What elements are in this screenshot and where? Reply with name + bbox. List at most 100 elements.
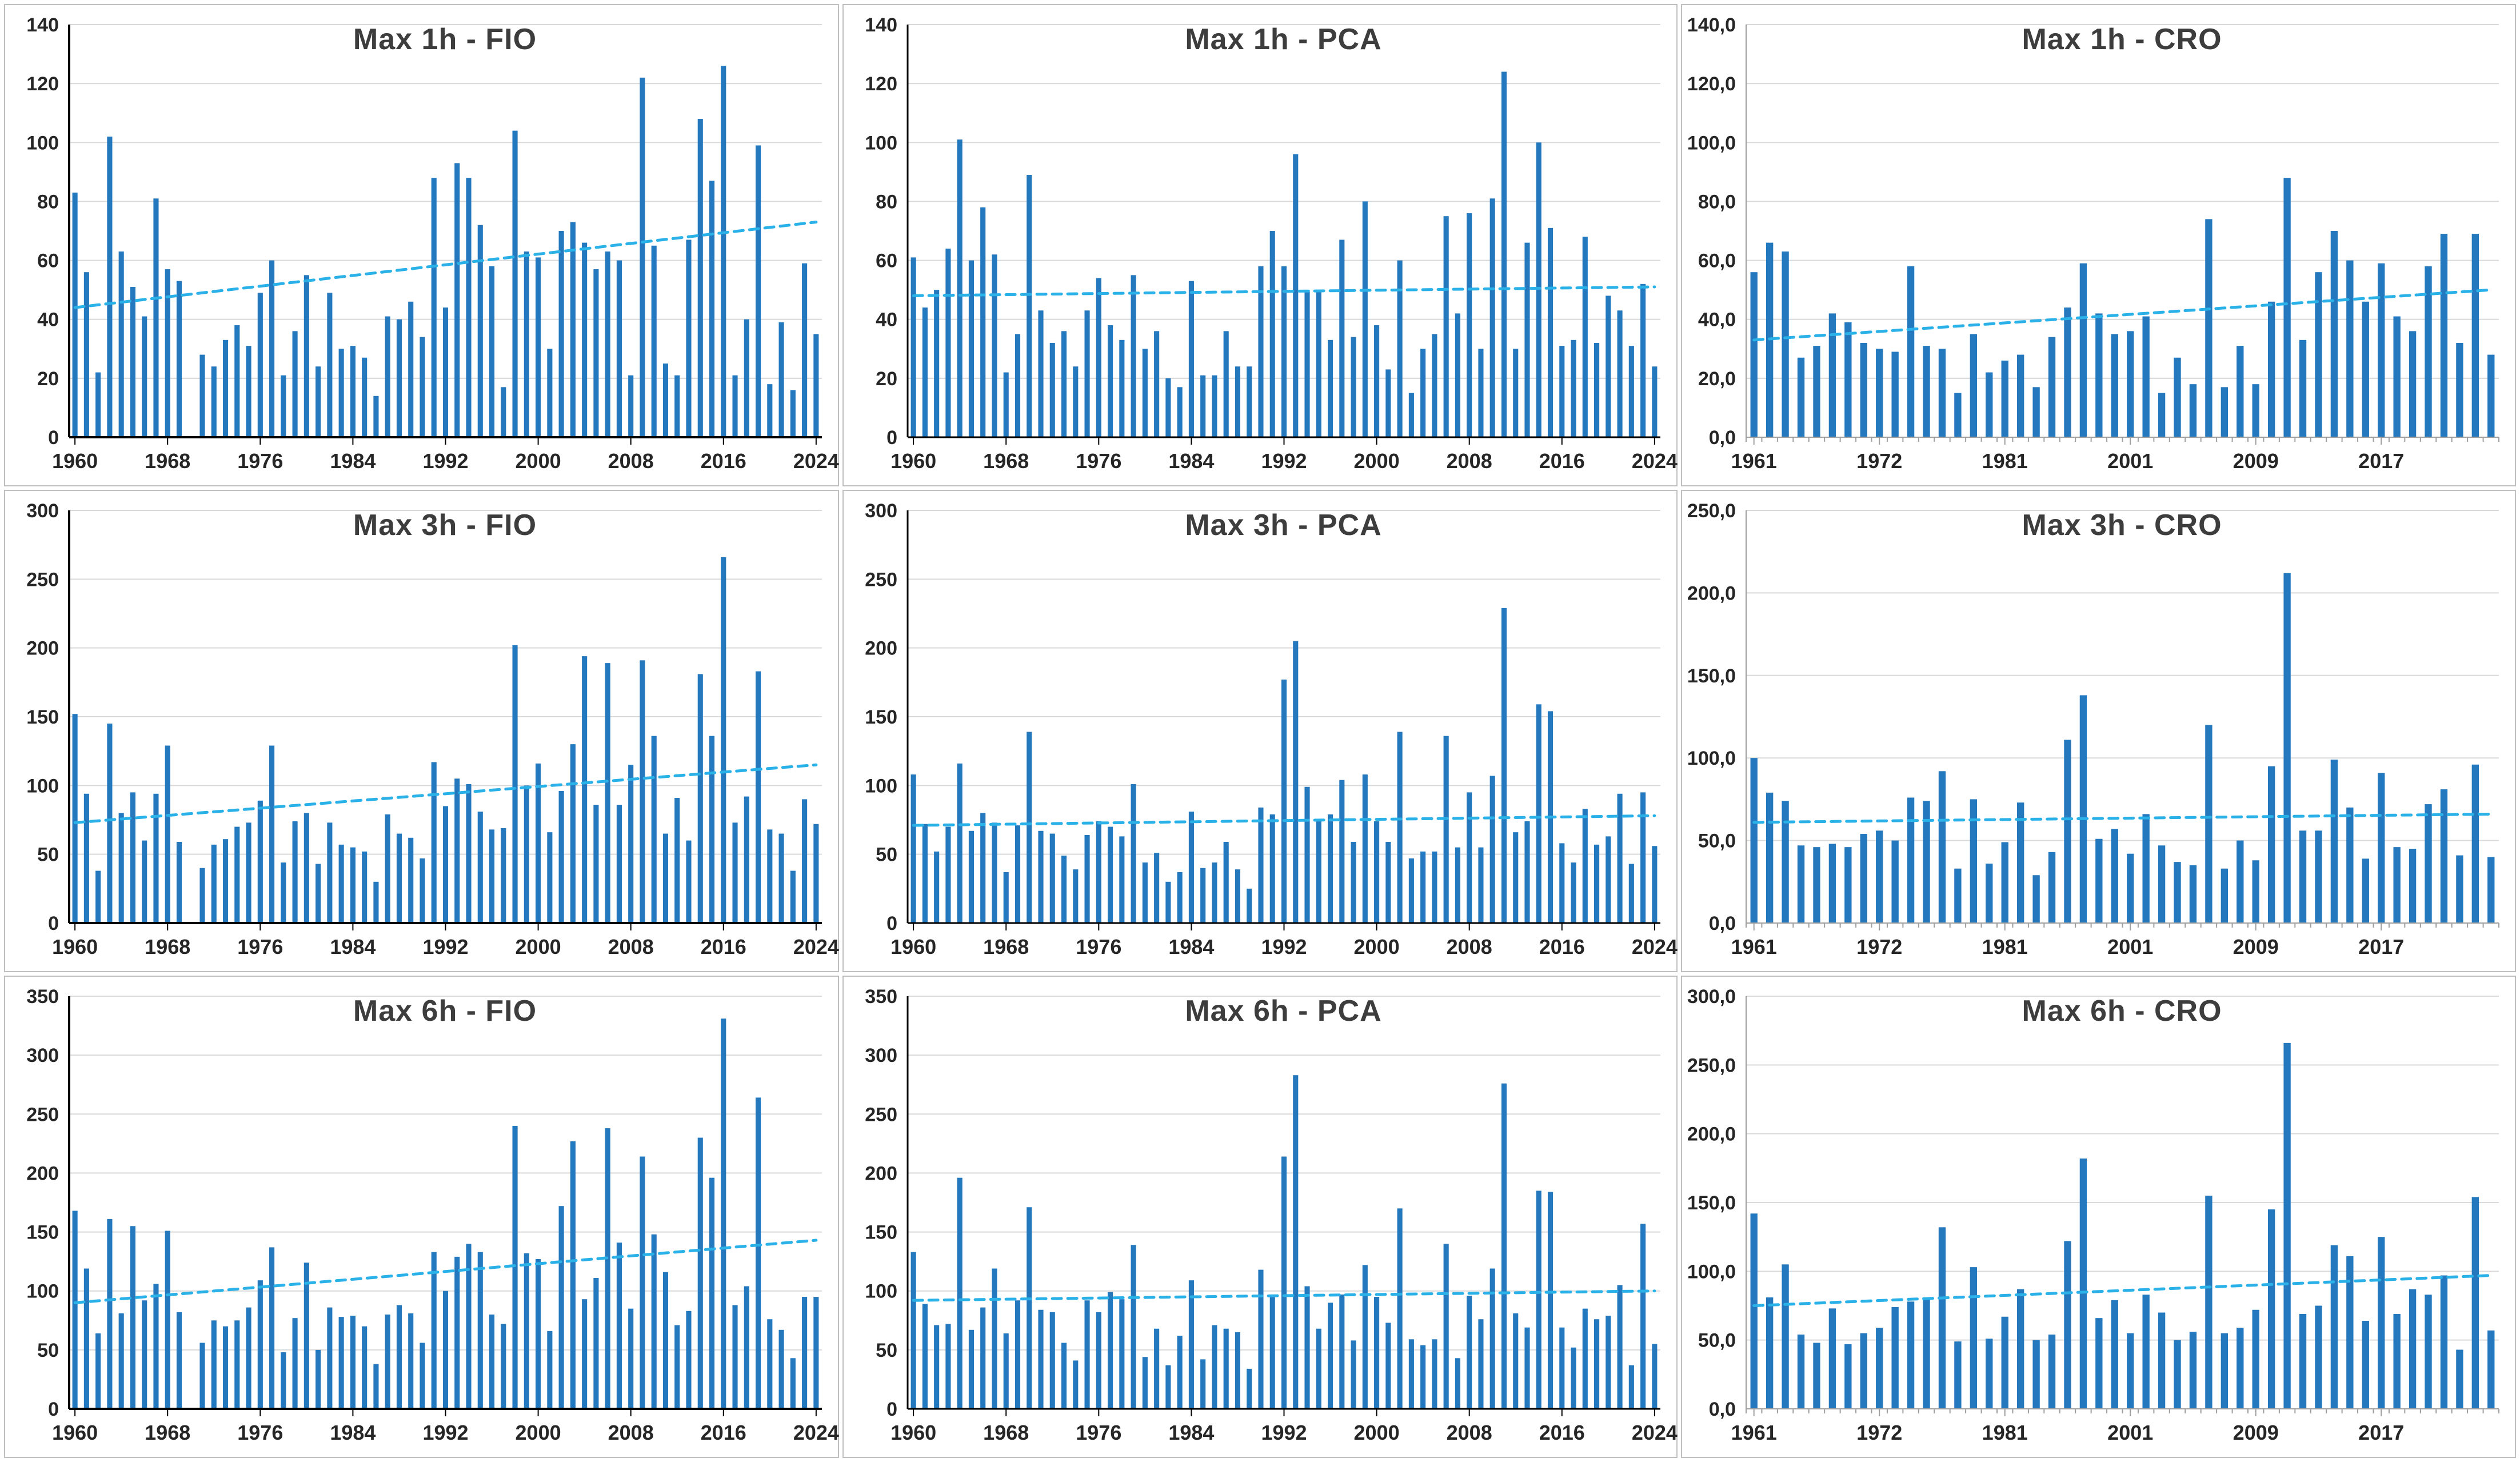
bar [1223, 331, 1229, 437]
x-tick-label: 1960 [52, 1421, 98, 1444]
bar [558, 1206, 564, 1409]
bar [1293, 641, 1299, 923]
bar [790, 1358, 796, 1409]
x-tick-label: 1961 [1731, 935, 1777, 958]
bar [1351, 842, 1356, 923]
bar [222, 1326, 229, 1409]
bar [1860, 834, 1867, 923]
y-tick-label: 250 [865, 1104, 897, 1125]
bar [153, 1284, 159, 1409]
y-tick-label: 140,0 [1687, 14, 1736, 36]
bar [1986, 372, 1993, 437]
bar [2064, 307, 2071, 437]
bar [1617, 310, 1623, 437]
bar [1015, 1300, 1021, 1409]
bar [1408, 1339, 1414, 1409]
bar [1478, 349, 1484, 437]
bar [1954, 868, 1962, 923]
bar [1797, 845, 1805, 923]
bar [1339, 1294, 1345, 1409]
bar [281, 1352, 286, 1409]
bar [2252, 860, 2259, 923]
bar [1362, 774, 1368, 923]
bar [1571, 1347, 1576, 1409]
bar [1385, 1323, 1391, 1409]
chart-title: Max 1h - CRO [2022, 23, 2222, 56]
bar [524, 1253, 529, 1409]
bar [1524, 821, 1530, 923]
bar [1467, 792, 1472, 923]
bar [1420, 349, 1426, 437]
bar [477, 225, 483, 437]
bar [2283, 1042, 2291, 1409]
bar [1970, 334, 1978, 437]
bar [1571, 339, 1576, 437]
bar [95, 372, 101, 437]
x-tick-label: 1972 [1856, 1421, 1902, 1444]
y-tick-label: 0 [48, 1399, 59, 1420]
bar [628, 1308, 634, 1409]
bar [466, 178, 472, 437]
bar [269, 745, 275, 923]
bar [2237, 346, 2244, 437]
bar [1165, 1365, 1171, 1409]
bar [1061, 856, 1067, 923]
bar [2205, 219, 2213, 437]
chart-canvas: 0,0 50,0 100,0 150,0 200,0 250,0 1961 1972 1981 2… [1687, 500, 2499, 958]
bar [269, 1247, 275, 1409]
x-tick-label: 1981 [1982, 935, 2028, 958]
bar [1420, 1345, 1426, 1409]
y-tick-label: 50 [37, 844, 59, 866]
chart-panel-max3h-cro: Max 3h - CRO 0,0 50,0 100,0 150,0 200,0 250,0… [1681, 490, 2516, 972]
bar [408, 1313, 414, 1409]
bar [697, 119, 703, 437]
bar [945, 1324, 951, 1409]
bar [234, 1320, 240, 1409]
bar [1247, 366, 1252, 437]
bar [2016, 354, 2024, 437]
x-tick-label: 1992 [1261, 935, 1307, 958]
bar [2064, 740, 2071, 923]
bar [130, 286, 135, 437]
bar [744, 319, 749, 437]
y-tick-label: 150 [865, 1222, 897, 1244]
bar [1907, 797, 1915, 923]
bar [2299, 830, 2307, 923]
bar [605, 1128, 610, 1409]
bar [350, 346, 356, 437]
bar [1938, 1227, 1946, 1409]
x-tick-label: 1968 [145, 449, 190, 473]
bar [2409, 331, 2417, 437]
bar [303, 1263, 309, 1409]
bar [2174, 357, 2181, 437]
bar [72, 1211, 78, 1409]
bar [790, 870, 796, 923]
bar [1223, 1328, 1229, 1409]
bar [338, 844, 344, 923]
y-tick-label: 350 [26, 986, 59, 1008]
bar [2095, 313, 2103, 437]
bar [2048, 337, 2056, 437]
chart-canvas: 0 50 100 150 200 250 300 350 1960 1968 1976 1984 199… [26, 986, 839, 1444]
y-tick-label: 350 [865, 986, 897, 1008]
bar [165, 745, 170, 923]
bar [2221, 1333, 2229, 1409]
bar [2252, 1309, 2259, 1409]
bar [1443, 1244, 1449, 1409]
y-tick-label: 150,0 [1687, 665, 1736, 687]
bar [1397, 1208, 1403, 1409]
bar [686, 239, 692, 437]
x-tick-label: 1992 [422, 1421, 468, 1444]
y-tick-label: 50,0 [1698, 1330, 1736, 1352]
chart-title: Max 3h - FIO [353, 509, 537, 542]
bar [396, 833, 402, 923]
plot-area: 0,0 50,0 100,0 150,0 200,0 250,0 300,0 1961 1972… [1687, 986, 2499, 1444]
x-tick-label: 1968 [145, 935, 190, 958]
bar [107, 724, 113, 923]
bar [1938, 349, 1946, 437]
bar [628, 375, 634, 437]
bar [292, 1318, 298, 1409]
bar [605, 663, 610, 923]
x-tick-label: 1968 [983, 935, 1029, 958]
bar [1027, 175, 1032, 437]
